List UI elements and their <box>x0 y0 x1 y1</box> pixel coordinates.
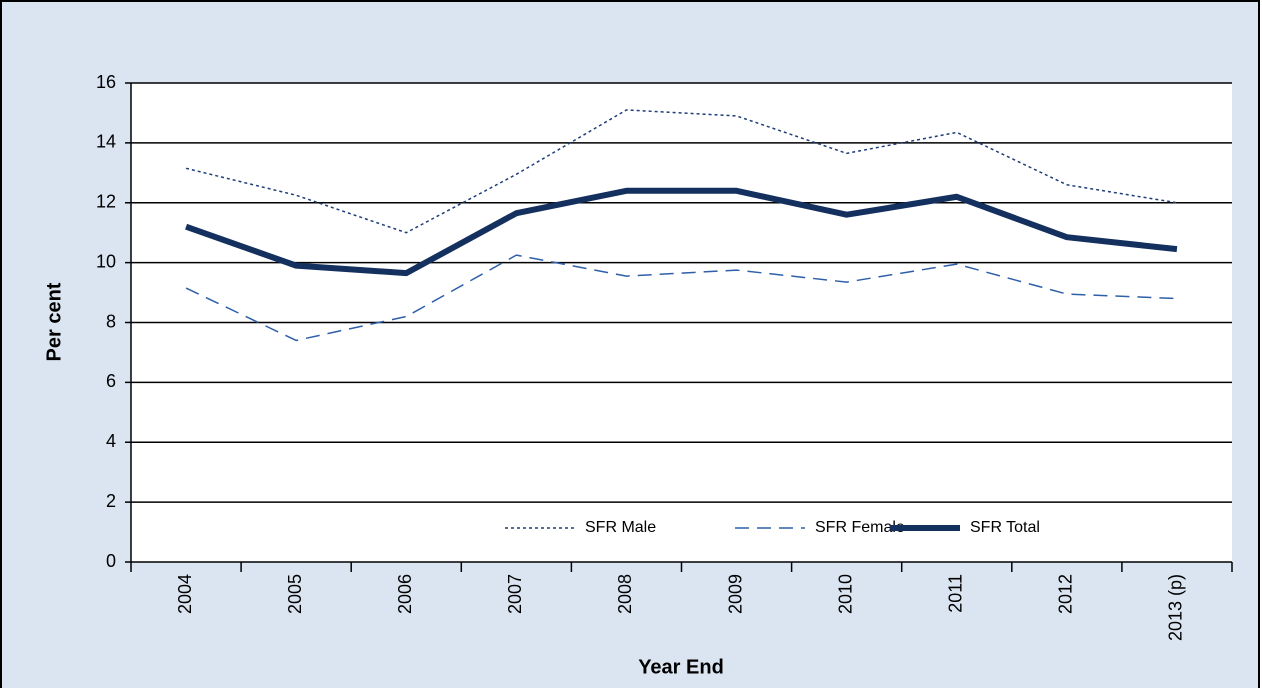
series-line <box>185 187 1178 277</box>
legend-label: SFR Female <box>815 519 905 536</box>
y-tick-label: 10 <box>96 251 116 271</box>
x-tick-label: 2005 <box>285 574 305 614</box>
y-tick-label: 8 <box>106 311 116 331</box>
legend-label: SFR Male <box>585 519 656 536</box>
y-tick-label: 16 <box>96 72 116 92</box>
y-tick-label: 0 <box>106 551 116 571</box>
x-tick-label: 2010 <box>835 574 855 614</box>
x-tick-label: 2012 <box>1056 574 1076 614</box>
legend-label: SFR Total <box>970 519 1040 536</box>
x-tick-label: 2009 <box>725 574 745 614</box>
x-tick-label: 2006 <box>395 574 415 614</box>
series-line <box>185 109 1178 234</box>
x-tick-label: 2011 <box>946 574 966 613</box>
x-tick-label: 2007 <box>505 574 525 614</box>
x-tick-label: 2013 (p) <box>1166 574 1186 641</box>
x-tick-label: 2008 <box>615 574 635 614</box>
y-tick-label: 12 <box>96 192 116 212</box>
series-line <box>185 254 1177 342</box>
y-tick-label: 6 <box>106 371 116 391</box>
y-tick-label: 2 <box>106 491 116 511</box>
y-tick-label: 14 <box>96 132 116 152</box>
x-tick-label: 2004 <box>175 574 195 614</box>
x-axis-title: Year End <box>638 656 724 678</box>
y-axis-title: Per cent <box>43 282 65 361</box>
y-tick-label: 4 <box>106 431 116 451</box>
